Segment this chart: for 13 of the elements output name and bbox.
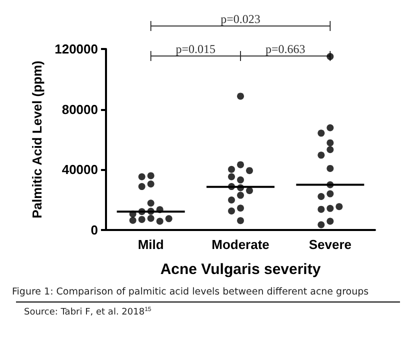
y-tick-label: 40000 xyxy=(62,162,98,178)
x-axis-title: Acne Vulgaris severity xyxy=(160,261,322,278)
x-tick-label: Moderate xyxy=(212,237,270,252)
x-tick-label: Severe xyxy=(308,237,352,252)
y-tick-label: 80000 xyxy=(62,102,98,117)
annotation: p=0.663 xyxy=(265,42,306,56)
text: p=0.023 xyxy=(220,12,260,26)
y-tick-label: 0 xyxy=(90,222,98,238)
x-tick-label: Mild xyxy=(138,237,164,252)
caption: Figure 1: Comparison of palmitic acid levels between different acne groups xyxy=(12,286,369,298)
y-tick-label: 120000 xyxy=(54,42,98,56)
y-axis-title: Palmitic Acid Level (ppm) xyxy=(30,60,45,218)
annotation: p=0.015 xyxy=(176,42,216,56)
